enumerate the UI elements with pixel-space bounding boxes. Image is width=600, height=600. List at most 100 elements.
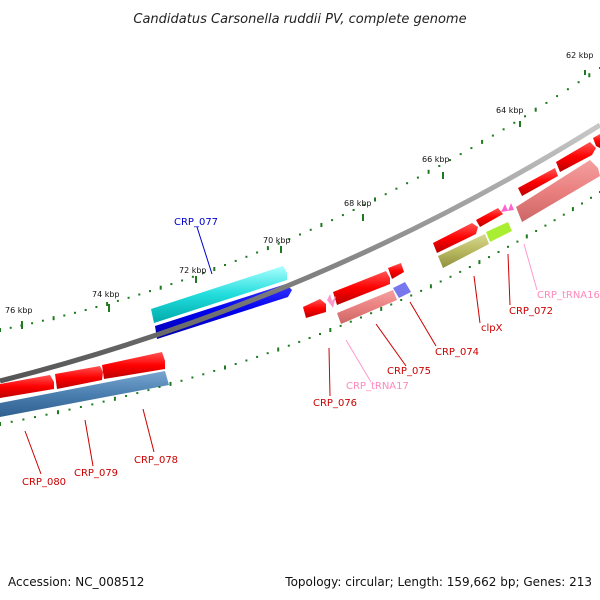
outer-scale-dot [149,290,151,293]
leader-crp077 [196,226,213,275]
label-crp076: CRP_076 [313,398,357,409]
leader-crp074 [409,301,437,347]
scale-label-64: 64 kbp [496,106,524,115]
feature-crp074b [388,263,404,279]
scale-labels: 62 kbp 64 kbp 66 kbp 68 kbp 70 kbp 72 kb… [5,51,594,315]
label-crp077: CRP_077 [174,217,218,228]
inner-scale-dot [191,376,194,379]
inner-scale-dot [180,379,183,382]
inner-scale-dot [202,373,205,376]
leader-crp076 [328,347,331,397]
leader-crp072 [507,253,511,306]
outer-scale-dot [170,283,173,286]
label-clpx: clpX [481,323,503,334]
inner-scale-dot [380,306,383,311]
outer-scale-dot [577,81,580,84]
tick-68kbp [362,214,364,221]
leader-crp078 [142,408,155,453]
feature-fwd-red-1 [433,223,478,253]
inner-scale-dot [266,352,269,355]
inner-scale-dot [497,251,500,253]
outer-scale-dot [588,73,591,78]
inner-scale-dot [57,410,59,415]
feature-crp077-cyan [151,266,287,323]
outer-scale-dot [566,88,569,91]
feature-fwd-red-4 [556,142,596,172]
inner-scale-dot [256,355,259,358]
inner-scale-dot [349,320,352,323]
feature-clpx-olive [438,234,489,268]
inner-scale-dot [488,256,490,259]
scale-label-66: 66 kbp [422,155,450,164]
outer-scale-dot [481,139,484,144]
scale-label-74: 74 kbp [92,290,120,299]
inner-scale-dot [370,312,373,315]
outer-scale-dot [438,165,441,167]
inner-scale-dot [410,294,413,297]
inner-scale-dot [468,266,471,268]
leader-lines [24,226,538,475]
outer-scale-dot [277,242,280,245]
outer-scale-dot [9,326,12,329]
outer-scale-dot [0,328,1,332]
inner-scale-dot [590,196,592,199]
leader-crp-trna16 [523,243,538,291]
label-crp075: CRP_075 [387,366,431,377]
inner-scale-dot [136,392,139,395]
feature-fwd-pink [516,160,600,222]
tick-66kbp [442,172,444,179]
leader-crp-trna17 [345,339,372,383]
inner-scale-dot [319,333,321,335]
inner-scale-ring [0,191,600,426]
outer-scale-dot [374,197,376,202]
outer-scale-dot [363,203,366,206]
inner-scale-dot [169,381,172,386]
scale-label-68: 68 kbp [344,199,372,208]
outer-scale-dot [234,259,237,262]
inner-scale-dot [224,365,226,370]
outer-scale-dot [524,115,526,118]
feature-fwd-red-3 [518,168,558,196]
feature-crp079 [55,366,103,389]
outer-scale-dot [127,296,130,299]
outer-scale-dot [449,159,451,162]
feature-fwd-red-2 [476,208,503,227]
inner-scale-dot [245,359,248,362]
outer-scale-dot [84,309,87,311]
outer-scale-dot [74,311,76,314]
outer-scale-dot [502,128,505,131]
tick-70kbp [280,246,282,253]
inner-scale-dot [562,213,565,216]
outer-scale-dot [341,214,344,217]
feature-fwd-red-5 [593,134,600,148]
tick-72kbp [195,276,197,283]
scale-label-72: 72 kbp [179,266,207,275]
inner-scale-dot [516,240,519,243]
inner-scale-dot [308,337,311,339]
outer-scale-dot [459,153,462,156]
label-crp080: CRP_080 [22,477,66,488]
outer-scale-dot [534,107,537,112]
inner-scale-dot [22,418,25,421]
inner-scale-dot [525,234,528,239]
inner-scale-dot [102,400,105,403]
feature-crp075 [337,290,397,324]
inner-scale-dot [329,328,332,332]
inner-scale-dot [91,403,94,406]
feature-crp078 [102,352,165,379]
outer-scale-dot [106,302,109,306]
outer-scale-dot [406,182,409,185]
outer-scale-dot [31,322,34,325]
outer-scale-dot [191,275,194,278]
feature-trna16 [501,203,514,212]
inner-scale-dot [113,396,116,401]
inner-scale-dot [213,369,216,372]
outer-scale-dot [213,267,216,271]
topology-summary: Topology: circular; Length: 159,662 bp; … [284,575,592,589]
leader-crp080 [24,430,42,475]
leader-crp075 [375,323,407,367]
outer-scale-ring [0,67,600,332]
feature-crp075-blue [393,282,411,298]
inner-scale-dot [234,363,237,365]
outer-scale-dot [331,219,334,222]
